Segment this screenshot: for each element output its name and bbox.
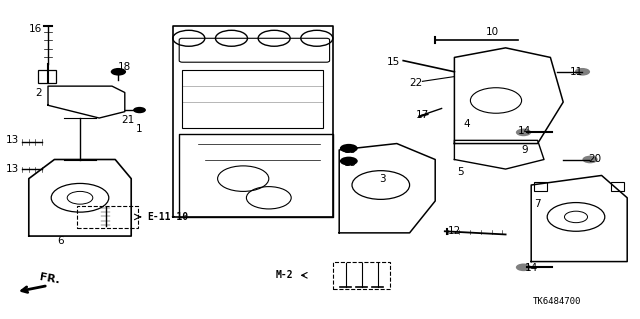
Text: 4: 4 (464, 119, 470, 130)
Circle shape (516, 263, 531, 271)
Circle shape (582, 156, 598, 163)
Text: 6: 6 (58, 236, 64, 246)
Text: 22: 22 (410, 78, 422, 88)
Text: 13: 13 (6, 164, 19, 174)
Text: 5: 5 (458, 167, 464, 177)
Circle shape (111, 68, 126, 76)
Text: 16: 16 (29, 24, 42, 34)
Circle shape (516, 129, 531, 136)
Text: TK6484700: TK6484700 (532, 297, 581, 306)
Text: 10: 10 (486, 27, 499, 37)
Text: 3: 3 (380, 174, 386, 184)
Text: 11: 11 (570, 67, 582, 77)
Text: 19: 19 (344, 145, 357, 155)
Text: 17: 17 (416, 110, 429, 120)
Text: 14: 14 (525, 263, 538, 273)
Text: 13: 13 (6, 135, 19, 145)
Text: 9: 9 (522, 145, 528, 155)
Text: FR.: FR. (38, 272, 60, 286)
Text: M-2: M-2 (275, 270, 293, 280)
Text: 15: 15 (387, 57, 400, 67)
Text: E-11-10: E-11-10 (147, 212, 188, 222)
Text: 2: 2 (35, 87, 42, 98)
Circle shape (340, 157, 358, 166)
Text: 21: 21 (122, 115, 134, 125)
Text: 1: 1 (136, 124, 143, 134)
Text: 12: 12 (448, 226, 461, 236)
Text: 7: 7 (534, 199, 541, 209)
Circle shape (575, 68, 590, 76)
Text: 19: 19 (344, 158, 357, 168)
Text: 20: 20 (589, 154, 602, 165)
Circle shape (340, 144, 358, 153)
Text: 14: 14 (518, 126, 531, 136)
Circle shape (133, 107, 146, 113)
Text: 18: 18 (118, 62, 131, 72)
